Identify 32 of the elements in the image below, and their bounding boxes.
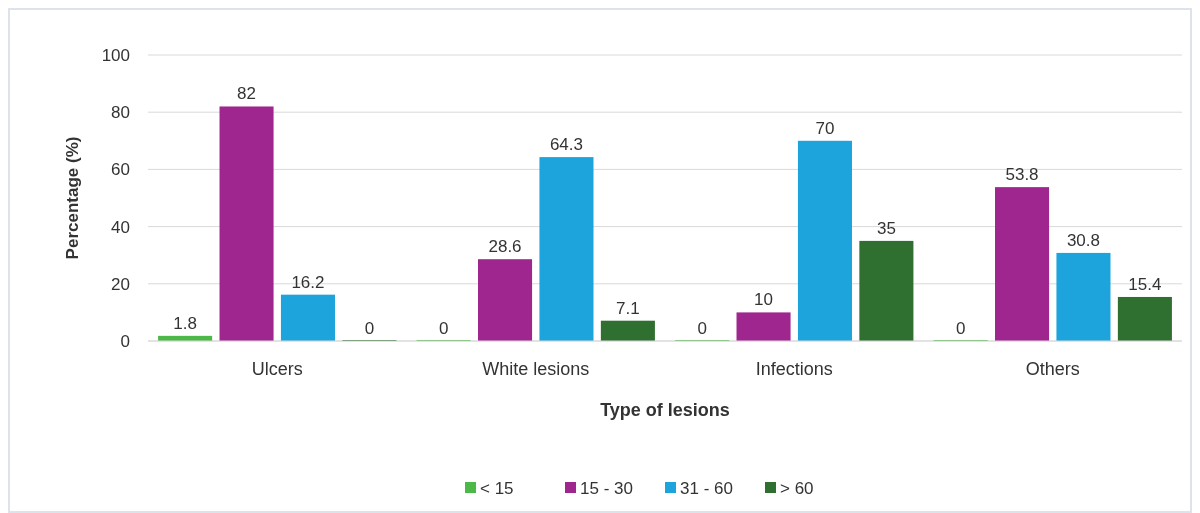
data-label: 15.4 [1128,274,1162,294]
y-tick-label: 40 [111,217,130,237]
data-label: 0 [955,319,966,338]
data-label: 1.8 [173,313,197,333]
data-label: 10 [754,290,773,310]
data-label: 70 [815,118,835,138]
y-tick-label: 100 [101,45,130,65]
legend-label: < 15 [480,478,514,498]
y-tick-label: 60 [111,160,130,180]
y-axis-title: Percentage (%) [63,136,82,260]
x-tick-label: Infections [755,359,833,379]
data-label: 0 [364,319,375,338]
y-tick-label: 0 [120,331,130,351]
data-label: 64.3 [549,135,584,155]
legend-label: 15 - 30 [580,478,633,498]
y-tick-label: 20 [111,274,130,294]
data-label: 30.8 [1066,230,1101,250]
data-label: 0 [697,319,707,338]
data-label: 28.6 [488,237,522,257]
x-tick-label: White lesions [482,359,590,379]
data-label: 82 [237,84,256,104]
data-label: 35 [876,218,896,238]
data-label: 7.1 [616,298,640,318]
data-label: 16.2 [291,272,325,292]
y-tick-label: 80 [111,103,130,123]
x-tick-label: Others [1025,359,1080,379]
data-label: 53.8 [1005,165,1039,185]
x-tick-label: Ulcers [251,359,303,379]
data-label: 0 [438,319,449,338]
legend-label: 31 - 60 [680,478,733,498]
x-axis-title: Type of lesions [600,400,730,420]
legend-label: > 60 [780,478,814,498]
